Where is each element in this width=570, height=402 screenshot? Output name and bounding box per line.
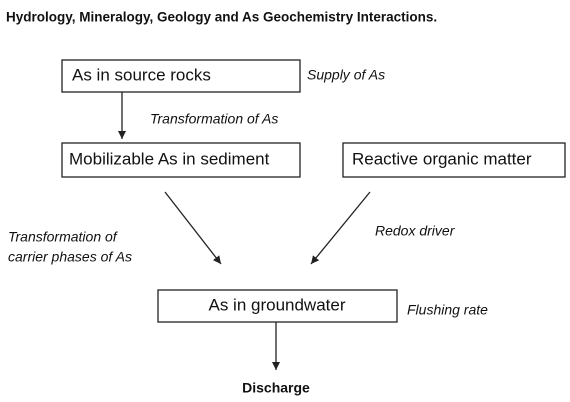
annotation: Transformation of As	[150, 111, 278, 127]
node-label: As in source rocks	[72, 65, 211, 84]
annotation: Transformation of	[8, 229, 119, 245]
annotation: Redox driver	[375, 223, 456, 239]
node-label: Mobilizable As in sediment	[69, 149, 270, 168]
title: Hydrology, Mineralogy, Geology and As Ge…	[6, 10, 437, 25]
node-box	[61, 142, 301, 178]
node-box	[342, 142, 566, 178]
node-label: Discharge	[242, 380, 310, 396]
arrow	[310, 191, 371, 265]
annotation: carrier phases of As	[8, 249, 132, 265]
node-label: Reactive organic matter	[352, 149, 532, 168]
annotation: Supply of As	[307, 67, 385, 83]
annotation: Flushing rate	[407, 302, 488, 318]
node-box	[157, 289, 398, 323]
arrow	[164, 191, 222, 265]
node-box	[61, 59, 301, 93]
node-label: As in groundwater	[208, 295, 345, 314]
